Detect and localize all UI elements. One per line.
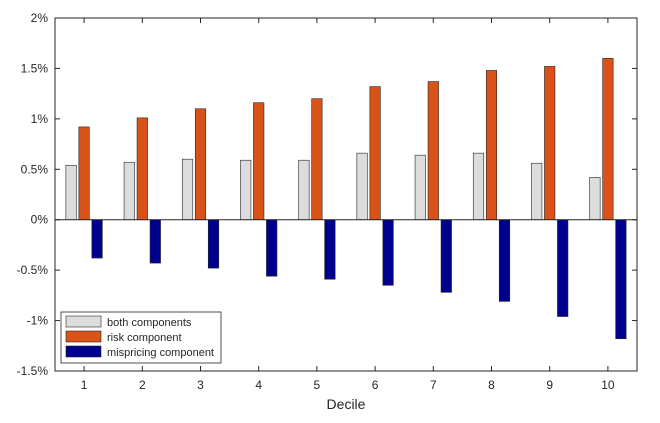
bar-both-components-decile-1 [65, 164, 77, 221]
bar-mispricing-component-decile-4 [266, 219, 278, 277]
y-tick-label: -1% [27, 314, 49, 328]
legend: both components risk component mispricing … [60, 311, 222, 364]
bar-risk-component-decile-7 [427, 81, 439, 221]
bar-mispricing-component-decile-3 [207, 219, 220, 269]
x-tick-label: 2 [139, 378, 146, 392]
legend-label: both components [107, 317, 192, 329]
bar-mispricing-component-decile-1 [91, 219, 103, 259]
bar-risk-component-decile-8 [485, 70, 498, 221]
bar-risk-component-decile-9 [544, 66, 556, 221]
x-tick-label: 8 [488, 378, 495, 392]
bar-mispricing-component-decile-7 [440, 219, 452, 293]
bar-both-components-decile-6 [356, 152, 368, 221]
x-tick-label: 1 [81, 378, 88, 392]
x-tick-label: 10 [601, 378, 615, 392]
legend-swatch [65, 330, 102, 343]
bar-risk-component-decile-2 [136, 117, 148, 221]
y-tick-label: 1.5% [21, 61, 49, 75]
x-tick-label: 3 [197, 378, 204, 392]
bar-both-components-decile-4 [240, 159, 252, 221]
bar-both-components-decile-9 [531, 162, 543, 221]
y-tick-label: 1% [31, 112, 49, 126]
bar-mispricing-component-decile-8 [498, 219, 511, 302]
bar-risk-component-decile-6 [369, 86, 381, 221]
plot-frame [54, 17, 638, 372]
x-tick-label: 6 [372, 378, 379, 392]
legend-label: risk component [107, 332, 182, 344]
x-tick-label: 4 [255, 378, 262, 392]
x-axis-label: Decile [327, 396, 366, 412]
bar-both-components-decile-8 [472, 152, 485, 221]
bar-risk-component-decile-3 [194, 108, 207, 221]
legend-swatch [65, 345, 102, 358]
x-tick-label: 9 [546, 378, 553, 392]
bar-mispricing-component-decile-5 [324, 219, 336, 280]
bar-risk-component-decile-4 [253, 102, 265, 221]
bar-both-components-decile-3 [181, 158, 194, 221]
x-tick-label: 7 [430, 378, 437, 392]
bar-mispricing-component-decile-9 [557, 219, 569, 317]
y-tick-label: -0.5% [17, 263, 49, 277]
legend-label: mispricing component [107, 347, 214, 359]
bar-both-components-decile-2 [123, 161, 135, 221]
bar-mispricing-component-decile-10 [615, 219, 627, 340]
bar-risk-component-decile-5 [311, 98, 323, 221]
y-axis: 2% 1.5% 1% 0.5% 0% -0.5% -1% -1.5% [17, 11, 637, 378]
bar-both-components-decile-10 [589, 177, 601, 221]
bar-risk-component-decile-10 [602, 58, 614, 221]
bar-mispricing-component-decile-2 [149, 219, 161, 264]
bar-risk-component-decile-1 [78, 126, 90, 221]
y-tick-label: 0% [31, 213, 49, 227]
y-tick-label: 0.5% [21, 162, 49, 176]
y-tick-label: -1.5% [17, 364, 49, 378]
x-axis: 1 2 3 4 5 6 7 8 9 10 [81, 18, 615, 392]
bar-both-components-decile-7 [414, 154, 426, 221]
bar-both-components-decile-5 [298, 159, 310, 221]
y-tick-label: 2% [31, 11, 49, 25]
x-tick-label: 5 [314, 378, 321, 392]
legend-swatch [65, 315, 102, 328]
bar-mispricing-component-decile-6 [382, 219, 394, 286]
